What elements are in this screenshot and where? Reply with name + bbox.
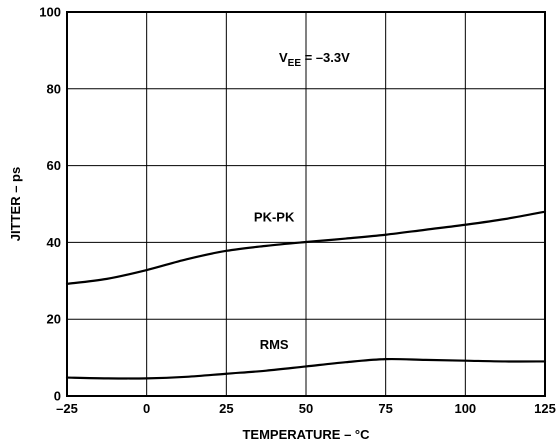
series-line-pk-pk [65, 210, 547, 285]
annotation-rest: = –3.3V [301, 50, 350, 65]
series-layer [65, 210, 547, 380]
series-label-rms: RMS [260, 337, 289, 352]
grid-lines [66, 11, 546, 397]
y-tick-label: 40 [47, 235, 61, 250]
series-line-rms [65, 357, 547, 380]
x-tick-label: –25 [56, 401, 78, 416]
x-tick-label: 75 [378, 401, 392, 416]
x-tick-label: 125 [534, 401, 556, 416]
supply-voltage-annotation: VEE = –3.3V [279, 50, 350, 69]
x-tick-label: 0 [143, 401, 150, 416]
y-tick-label: 80 [47, 81, 61, 96]
plot-frame [66, 11, 546, 397]
y-tick-label: 20 [47, 312, 61, 327]
x-axis-title: TEMPERATURE – °C [242, 427, 370, 442]
y-axis-title: JITTER – ps [8, 167, 23, 241]
y-tick-label: 100 [39, 5, 61, 20]
annotation-main: V [279, 50, 288, 65]
x-tick-label: 50 [299, 401, 313, 416]
series-label-pk-pk: PK-PK [254, 209, 295, 224]
y-tick-label: 60 [47, 158, 61, 173]
x-tick-label: 25 [219, 401, 233, 416]
x-tick-label: 100 [454, 401, 476, 416]
annotation-subscript: EE [288, 58, 302, 69]
y-tick-label: 0 [54, 389, 61, 404]
